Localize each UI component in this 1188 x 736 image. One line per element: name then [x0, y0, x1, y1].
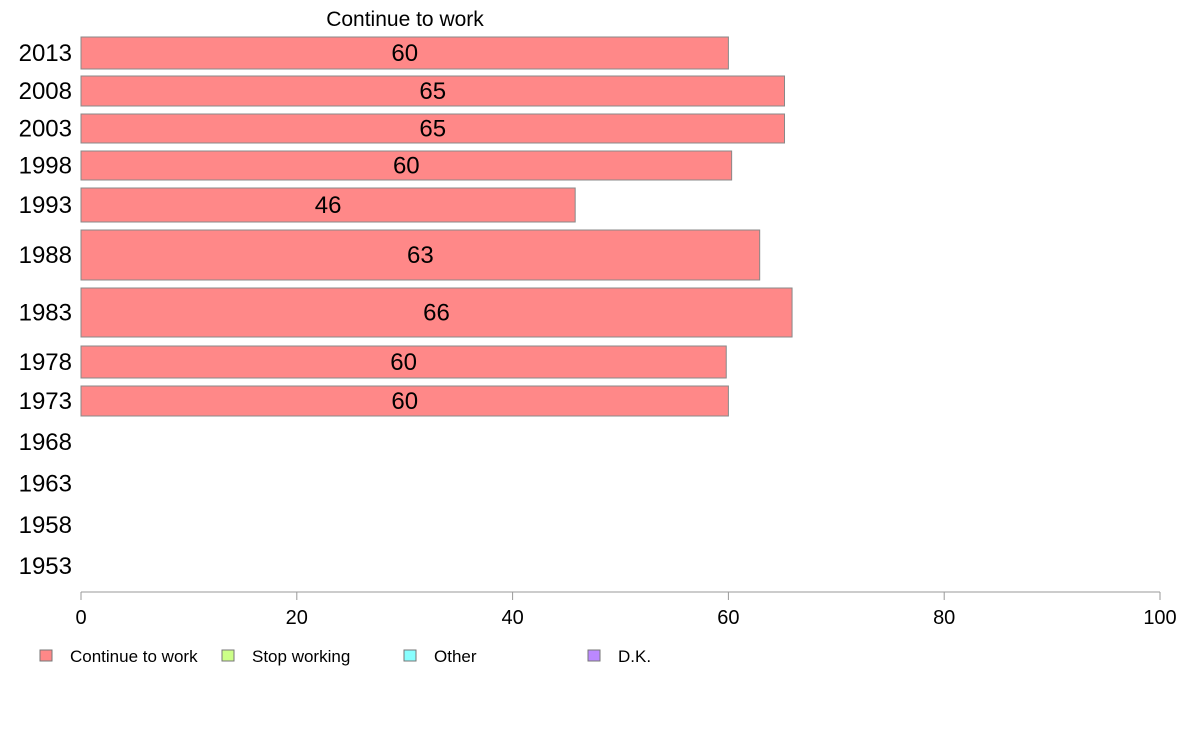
year-labels-group: 2013 2008 2003 1998 1993 1988 1983 1978 1973 1968… — [19, 40, 72, 580]
year-label: 1993 — [19, 192, 72, 219]
legend-swatch — [221, 649, 235, 662]
x-tick-label: 60 — [717, 607, 739, 629]
x-axis-ticks-group: 0 20 40 60 80 100 — [75, 592, 1177, 629]
year-label: 1958 — [19, 512, 72, 539]
bar-value-label: 60 — [391, 388, 418, 415]
x-tick-label: 80 — [933, 607, 955, 629]
bar-value-label: 60 — [391, 40, 418, 67]
bar — [80, 187, 576, 223]
year-label: 1953 — [19, 553, 72, 580]
legend: Continue to work Stop working Other D.K. — [39, 647, 651, 666]
year-label: 1963 — [19, 471, 72, 498]
x-tick-label: 0 — [75, 607, 86, 629]
legend-label: Other — [434, 647, 477, 666]
year-label: 1973 — [19, 388, 72, 415]
legend-swatch — [39, 649, 53, 662]
bar-value-label: 60 — [393, 153, 420, 180]
year-label: 2013 — [19, 40, 72, 67]
year-label: 2003 — [19, 116, 72, 143]
bar — [80, 229, 761, 281]
year-label: 2008 — [19, 78, 72, 105]
year-label: 1988 — [19, 242, 72, 269]
legend-label: D.K. — [618, 647, 651, 666]
x-tick-label: 100 — [1143, 607, 1176, 629]
bar-value-label: 60 — [390, 349, 417, 376]
bar — [80, 75, 786, 107]
bar — [80, 113, 786, 144]
legend-swatch — [403, 649, 417, 662]
year-label: 1983 — [19, 300, 72, 327]
bar — [80, 345, 727, 379]
legend-label: Stop working — [252, 647, 350, 666]
x-tick-label: 20 — [286, 607, 308, 629]
bar — [80, 287, 793, 338]
bar-value-label: 65 — [419, 78, 446, 105]
legend-label: Continue to work — [70, 647, 198, 666]
bar-value-label: 65 — [419, 116, 446, 143]
year-label: 1978 — [19, 349, 72, 376]
bar — [80, 36, 729, 70]
bar — [80, 385, 729, 417]
bar-value-label: 66 — [423, 300, 450, 327]
year-label: 1998 — [19, 153, 72, 180]
chart-title: Continue to work — [326, 8, 484, 31]
bar-value-label: 46 — [315, 192, 342, 219]
legend-swatch — [587, 649, 601, 662]
x-tick-label: 40 — [501, 607, 523, 629]
bar — [80, 150, 733, 181]
year-label: 1968 — [19, 429, 72, 456]
bar-value-label: 63 — [407, 242, 434, 269]
